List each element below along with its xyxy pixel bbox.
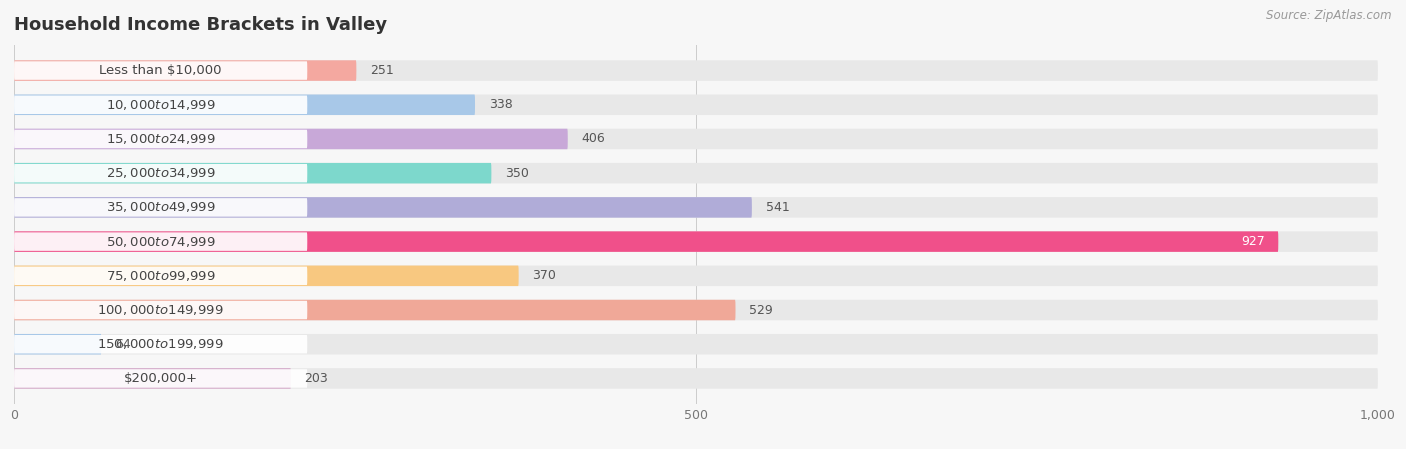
FancyBboxPatch shape [14, 129, 1378, 149]
Text: Less than $10,000: Less than $10,000 [100, 64, 222, 77]
FancyBboxPatch shape [14, 369, 308, 387]
Text: 338: 338 [489, 98, 512, 111]
FancyBboxPatch shape [14, 265, 519, 286]
FancyBboxPatch shape [14, 163, 1378, 184]
FancyBboxPatch shape [14, 300, 735, 320]
Text: 251: 251 [370, 64, 394, 77]
FancyBboxPatch shape [14, 300, 1378, 320]
FancyBboxPatch shape [14, 335, 308, 353]
FancyBboxPatch shape [14, 130, 308, 148]
FancyBboxPatch shape [14, 267, 308, 285]
Text: 64: 64 [115, 338, 131, 351]
FancyBboxPatch shape [14, 231, 1378, 252]
FancyBboxPatch shape [14, 197, 1378, 218]
Text: 529: 529 [749, 304, 773, 317]
FancyBboxPatch shape [14, 233, 308, 251]
FancyBboxPatch shape [14, 231, 1278, 252]
Text: $10,000 to $14,999: $10,000 to $14,999 [105, 98, 215, 112]
Text: $150,000 to $199,999: $150,000 to $199,999 [97, 337, 224, 351]
Text: 350: 350 [505, 167, 529, 180]
FancyBboxPatch shape [14, 198, 308, 216]
FancyBboxPatch shape [14, 60, 356, 81]
FancyBboxPatch shape [14, 368, 1378, 389]
FancyBboxPatch shape [14, 62, 308, 80]
Text: $200,000+: $200,000+ [124, 372, 198, 385]
FancyBboxPatch shape [14, 265, 1378, 286]
FancyBboxPatch shape [14, 94, 475, 115]
FancyBboxPatch shape [14, 334, 1378, 355]
Text: $50,000 to $74,999: $50,000 to $74,999 [105, 235, 215, 249]
Text: 927: 927 [1241, 235, 1264, 248]
Text: Source: ZipAtlas.com: Source: ZipAtlas.com [1267, 9, 1392, 22]
FancyBboxPatch shape [14, 334, 101, 355]
Text: Household Income Brackets in Valley: Household Income Brackets in Valley [14, 16, 387, 34]
FancyBboxPatch shape [14, 368, 291, 389]
Text: $25,000 to $34,999: $25,000 to $34,999 [105, 166, 215, 180]
Text: 541: 541 [765, 201, 789, 214]
Text: $75,000 to $99,999: $75,000 to $99,999 [105, 269, 215, 283]
Text: $15,000 to $24,999: $15,000 to $24,999 [105, 132, 215, 146]
Text: 370: 370 [533, 269, 557, 282]
Text: $100,000 to $149,999: $100,000 to $149,999 [97, 303, 224, 317]
FancyBboxPatch shape [14, 197, 752, 218]
FancyBboxPatch shape [14, 164, 308, 182]
FancyBboxPatch shape [14, 129, 568, 149]
Text: 406: 406 [582, 132, 605, 145]
FancyBboxPatch shape [14, 94, 1378, 115]
FancyBboxPatch shape [14, 96, 308, 114]
FancyBboxPatch shape [14, 60, 1378, 81]
FancyBboxPatch shape [14, 301, 308, 319]
FancyBboxPatch shape [14, 163, 492, 184]
Text: 203: 203 [305, 372, 329, 385]
Text: $35,000 to $49,999: $35,000 to $49,999 [105, 200, 215, 214]
